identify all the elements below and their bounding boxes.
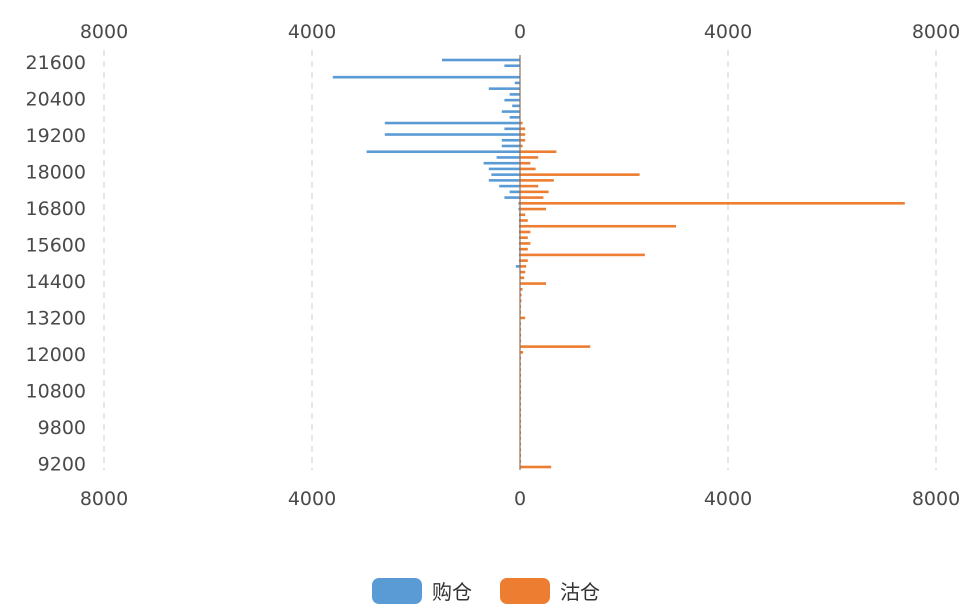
bar-sell[interactable] — [520, 276, 525, 280]
bar-buy[interactable] — [504, 127, 520, 131]
bar-sell[interactable] — [520, 259, 528, 262]
bar-buy[interactable] — [518, 202, 520, 205]
bar-sell[interactable] — [520, 282, 546, 285]
bar-sell[interactable] — [520, 345, 591, 348]
x-tick-label-bottom: 8000 — [912, 488, 960, 510]
bar-buy[interactable] — [501, 110, 520, 113]
bar-buy[interactable] — [509, 116, 520, 119]
bar-buy[interactable] — [514, 81, 520, 85]
x-tick-label-top: 4000 — [704, 21, 752, 43]
bar-sell[interactable] — [520, 202, 905, 205]
bar-buy[interactable] — [512, 104, 520, 108]
bar-buy[interactable] — [488, 167, 520, 171]
bar-buy[interactable] — [509, 190, 520, 194]
bar-sell[interactable] — [520, 150, 557, 154]
bar-sell[interactable] — [520, 299, 522, 303]
bar-buy[interactable] — [518, 207, 520, 211]
y-tick-label: 14400 — [26, 271, 86, 293]
bar-sell[interactable] — [520, 144, 523, 148]
bar-sell[interactable] — [520, 156, 539, 159]
bar-sell[interactable] — [520, 253, 645, 257]
bar-sell[interactable] — [520, 236, 528, 240]
legend-swatch-buy — [372, 577, 422, 604]
grid-lines — [103, 50, 937, 470]
bar-buy[interactable] — [491, 173, 520, 176]
x-tick-label-top: 4000 — [288, 21, 336, 43]
x-tick-label-top: 8000 — [80, 21, 128, 43]
bar-buy[interactable] — [366, 150, 520, 154]
bar-sell[interactable] — [520, 127, 526, 131]
y-tick-label: 9800 — [38, 417, 86, 439]
legend-item-buy[interactable]: 购仓 — [372, 576, 472, 605]
y-tick-label: 19200 — [26, 125, 86, 147]
bar-sell[interactable] — [520, 190, 549, 194]
tick-labels: 8000 4000 0 4000 8000 8000 4000 0 4000 8000 21600 2… — [26, 21, 961, 510]
bar-sell[interactable] — [520, 161, 531, 165]
bar-sell[interactable] — [520, 196, 544, 199]
y-tick-label: 21600 — [26, 52, 86, 74]
bars — [332, 58, 905, 469]
y-tick-label: 16800 — [26, 198, 86, 220]
y-tick-label: 10800 — [26, 381, 86, 403]
bar-sell[interactable] — [520, 133, 526, 136]
x-tick-label-top: 8000 — [912, 21, 960, 43]
bar-sell[interactable] — [520, 207, 546, 211]
bar-buy[interactable] — [332, 75, 520, 79]
bar-buy[interactable] — [496, 156, 520, 159]
bar-sell[interactable] — [520, 351, 524, 354]
y-tick-label: 13200 — [26, 308, 86, 330]
bar-buy[interactable] — [504, 64, 520, 68]
y-tick-label: 15600 — [26, 235, 86, 257]
bar-sell[interactable] — [520, 167, 536, 171]
x-tick-label-bottom: 8000 — [80, 488, 128, 510]
bar-buy[interactable] — [501, 144, 520, 148]
bar-sell[interactable] — [520, 121, 523, 125]
bar-sell[interactable] — [520, 242, 531, 245]
bar-buy[interactable] — [501, 138, 520, 142]
bar-sell[interactable] — [520, 270, 526, 274]
bar-sell[interactable] — [520, 287, 523, 291]
bar-sell[interactable] — [520, 293, 522, 297]
bar-sell[interactable] — [520, 465, 552, 469]
y-tick-label: 12000 — [26, 344, 86, 366]
bar-buy[interactable] — [483, 161, 520, 165]
x-tick-label-top: 0 — [514, 21, 526, 43]
x-tick-label-bottom: 4000 — [704, 488, 752, 510]
legend: 购仓 沽仓 — [0, 576, 972, 605]
bar-buy[interactable] — [504, 196, 520, 199]
bar-buy[interactable] — [442, 58, 520, 62]
bar-buy[interactable] — [384, 121, 520, 125]
y-tick-label: 18000 — [26, 162, 86, 184]
y-tick-label: 9200 — [38, 454, 86, 476]
bar-sell[interactable] — [520, 265, 527, 268]
bar-sell[interactable] — [520, 173, 640, 176]
bar-sell[interactable] — [520, 138, 526, 142]
bar-buy[interactable] — [509, 93, 520, 96]
legend-label-buy: 购仓 — [432, 580, 472, 604]
bar-buy[interactable] — [488, 179, 520, 182]
bar-buy[interactable] — [488, 87, 520, 90]
bar-buy[interactable] — [499, 184, 520, 188]
y-tick-label: 20400 — [26, 89, 86, 111]
bar-sell[interactable] — [520, 247, 528, 251]
bar-buy[interactable] — [515, 265, 520, 268]
bar-buy[interactable] — [504, 98, 520, 102]
bar-sell[interactable] — [520, 230, 531, 234]
legend-item-sell[interactable]: 沽仓 — [500, 576, 600, 605]
legend-swatch-sell — [500, 577, 550, 604]
bar-buy[interactable] — [384, 133, 520, 136]
x-tick-label-bottom: 4000 — [288, 488, 336, 510]
bar-sell[interactable] — [520, 316, 526, 320]
bar-sell[interactable] — [520, 184, 539, 188]
bar-sell[interactable] — [520, 219, 528, 222]
x-tick-label-bottom: 0 — [514, 488, 526, 510]
bar-sell[interactable] — [520, 213, 526, 217]
bar-sell[interactable] — [520, 179, 554, 182]
bar-sell[interactable] — [520, 224, 676, 228]
legend-label-sell: 沽仓 — [560, 580, 600, 604]
